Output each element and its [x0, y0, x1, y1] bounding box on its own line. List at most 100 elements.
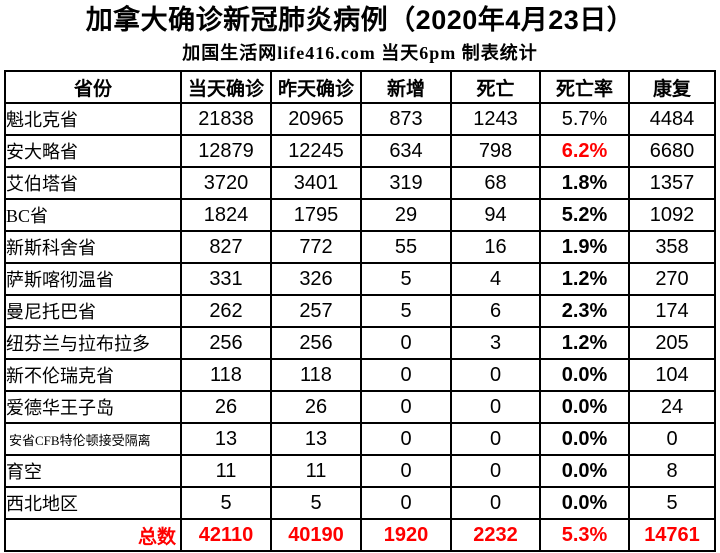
death-rate-cell: 0.0% — [539, 422, 630, 456]
yesterday-confirmed-cell: 13 — [270, 422, 362, 456]
recovered-cell: 205 — [628, 326, 716, 360]
today-confirmed-cell: 5 — [180, 486, 272, 520]
column-header-province: 省份 — [4, 70, 182, 104]
yesterday-confirmed-cell: 11 — [270, 454, 362, 488]
province-cell: 萨斯喀彻温省 — [4, 262, 182, 296]
province-cell: 艾伯塔省 — [4, 166, 182, 200]
totals-row: 总数 42110 40190 1920 2232 5.3% 14761 — [4, 518, 716, 552]
new-cases-cell: 319 — [360, 166, 452, 200]
recovered-cell: 174 — [628, 294, 716, 328]
table-row: 安省CFB特伦顿接受隔离 13 13 0 0 0.0% 0 — [4, 422, 716, 456]
deaths-cell: 3 — [450, 326, 541, 360]
column-header-deaths: 死亡 — [450, 70, 541, 104]
today-confirmed-cell: 21838 — [180, 102, 272, 136]
new-cases-cell: 29 — [360, 198, 452, 232]
today-confirmed-cell: 26 — [180, 390, 272, 424]
deaths-cell: 0 — [450, 486, 541, 520]
today-confirmed-cell: 331 — [180, 262, 272, 296]
totals-today-cell: 42110 — [180, 518, 272, 552]
new-cases-cell: 55 — [360, 230, 452, 264]
death-rate-cell: 0.0% — [539, 390, 630, 424]
deaths-cell: 0 — [450, 422, 541, 456]
province-cell: 西北地区 — [4, 486, 182, 520]
header-row: 省份 当天确诊 昨天确诊 新增 死亡 死亡率 康复 — [4, 70, 716, 104]
page-subtitle: 加国生活网life416.com 当天6pm 制表统计 — [182, 43, 538, 63]
yesterday-confirmed-cell: 326 — [270, 262, 362, 296]
recovered-cell: 8 — [628, 454, 716, 488]
province-cell: 纽芬兰与拉布拉多 — [4, 326, 182, 360]
new-cases-cell: 873 — [360, 102, 452, 136]
today-confirmed-cell: 1824 — [180, 198, 272, 232]
new-cases-cell: 0 — [360, 422, 452, 456]
page-title: 加拿大确诊新冠肺炎病例（2020年4月23日） — [85, 5, 635, 35]
today-confirmed-cell: 13 — [180, 422, 272, 456]
yesterday-confirmed-cell: 118 — [270, 358, 362, 392]
province-cell: BC省 — [4, 198, 182, 232]
recovered-cell: 5 — [628, 486, 716, 520]
totals-recovered-cell: 14761 — [628, 518, 716, 552]
recovered-cell: 358 — [628, 230, 716, 264]
deaths-cell: 0 — [450, 358, 541, 392]
new-cases-cell: 0 — [360, 390, 452, 424]
yesterday-confirmed-cell: 1795 — [270, 198, 362, 232]
yesterday-confirmed-cell: 772 — [270, 230, 362, 264]
province-cell: 新斯科舍省 — [4, 230, 182, 264]
yesterday-confirmed-cell: 5 — [270, 486, 362, 520]
recovered-cell: 4484 — [628, 102, 716, 136]
death-rate-cell: 6.2% — [539, 134, 630, 168]
recovered-cell: 1092 — [628, 198, 716, 232]
table-row: 新不伦瑞克省 118 118 0 0 0.0% 104 — [4, 358, 716, 392]
recovered-cell: 270 — [628, 262, 716, 296]
death-rate-cell: 2.3% — [539, 294, 630, 328]
deaths-cell: 4 — [450, 262, 541, 296]
today-confirmed-cell: 118 — [180, 358, 272, 392]
today-confirmed-cell: 256 — [180, 326, 272, 360]
yesterday-confirmed-cell: 12245 — [270, 134, 362, 168]
deaths-cell: 16 — [450, 230, 541, 264]
death-rate-cell: 0.0% — [539, 358, 630, 392]
today-confirmed-cell: 827 — [180, 230, 272, 264]
table-row: 纽芬兰与拉布拉多 256 256 0 3 1.2% 205 — [4, 326, 716, 360]
table-row: 爱德华王子岛 26 26 0 0 0.0% 24 — [4, 390, 716, 424]
deaths-cell: 6 — [450, 294, 541, 328]
table-row: 安大略省 12879 12245 634 798 6.2% 6680 — [4, 134, 716, 168]
today-confirmed-cell: 12879 — [180, 134, 272, 168]
new-cases-cell: 0 — [360, 486, 452, 520]
yesterday-confirmed-cell: 257 — [270, 294, 362, 328]
death-rate-cell: 5.2% — [539, 198, 630, 232]
totals-yesterday-cell: 40190 — [270, 518, 362, 552]
deaths-cell: 94 — [450, 198, 541, 232]
new-cases-cell: 0 — [360, 454, 452, 488]
province-cell: 曼尼托巴省 — [4, 294, 182, 328]
new-cases-cell: 5 — [360, 262, 452, 296]
deaths-cell: 1243 — [450, 102, 541, 136]
province-cell: 育空 — [4, 454, 182, 488]
death-rate-cell: 1.9% — [539, 230, 630, 264]
province-cell: 爱德华王子岛 — [4, 390, 182, 424]
death-rate-cell: 1.8% — [539, 166, 630, 200]
covid-cases-table: 省份 当天确诊 昨天确诊 新增 死亡 死亡率 康复 魁北克省 21838 209… — [4, 70, 716, 552]
column-header-death-rate: 死亡率 — [539, 70, 630, 104]
recovered-cell: 0 — [628, 422, 716, 456]
totals-new-cell: 1920 — [360, 518, 452, 552]
death-rate-cell: 5.7% — [539, 102, 630, 136]
death-rate-cell: 0.0% — [539, 486, 630, 520]
today-confirmed-cell: 11 — [180, 454, 272, 488]
table-row: 曼尼托巴省 262 257 5 6 2.3% 174 — [4, 294, 716, 328]
column-header-yesterday-confirmed: 昨天确诊 — [270, 70, 362, 104]
table-row: 萨斯喀彻温省 331 326 5 4 1.2% 270 — [4, 262, 716, 296]
today-confirmed-cell: 3720 — [180, 166, 272, 200]
table-row: 新斯科舍省 827 772 55 16 1.9% 358 — [4, 230, 716, 264]
new-cases-cell: 0 — [360, 326, 452, 360]
yesterday-confirmed-cell: 3401 — [270, 166, 362, 200]
recovered-cell: 1357 — [628, 166, 716, 200]
totals-label: 总数 — [4, 518, 182, 552]
table-row: BC省 1824 1795 29 94 5.2% 1092 — [4, 198, 716, 232]
column-header-new-cases: 新增 — [360, 70, 452, 104]
recovered-cell: 6680 — [628, 134, 716, 168]
yesterday-confirmed-cell: 26 — [270, 390, 362, 424]
deaths-cell: 68 — [450, 166, 541, 200]
province-cell: 魁北克省 — [4, 102, 182, 136]
column-header-today-confirmed: 当天确诊 — [180, 70, 272, 104]
table-row: 魁北克省 21838 20965 873 1243 5.7% 4484 — [4, 102, 716, 136]
